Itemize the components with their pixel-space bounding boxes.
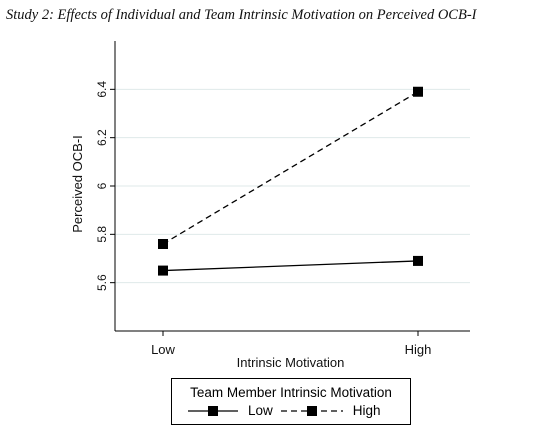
- legend-entries: Low High: [186, 403, 381, 418]
- legend-entry-low: Low: [186, 403, 273, 418]
- series-line-low: [162, 260, 419, 272]
- legend-sample-solid-square: [188, 405, 238, 416]
- x-tick-label: High: [405, 342, 432, 357]
- y-axis-label: Perceived OCB-I: [70, 135, 85, 233]
- legend-entry-high: High: [279, 403, 381, 418]
- chart-legend: Team Member Intrinsic Motivation Low Hig…: [171, 378, 411, 425]
- data-point-high-low: [158, 239, 168, 249]
- y-tick-label: 5.8: [95, 226, 109, 243]
- y-tick-label: 6.2: [95, 129, 109, 146]
- legend-label-low: Low: [248, 403, 273, 418]
- y-tick-label: 6: [95, 182, 109, 189]
- data-point-low-low: [158, 265, 168, 276]
- x-tick-label: Low: [151, 342, 175, 357]
- data-point-high-high: [413, 86, 423, 97]
- legend-label-high: High: [352, 403, 381, 418]
- legend-title: Team Member Intrinsic Motivation: [190, 385, 392, 400]
- line-chart: 5.6 5.8 6 6.2 6.4 Perceived OCB-I Low High Intri…: [70, 41, 470, 370]
- data-point-low-high: [413, 255, 423, 266]
- x-axis-label: Intrinsic Motivation: [237, 355, 345, 370]
- figure-title: Study 2: Effects of Individual and Team …: [6, 7, 477, 23]
- y-tick-label: 6.4: [95, 81, 109, 98]
- legend-sample-dashed-square: [280, 405, 343, 416]
- y-tick-label: 5.6: [95, 274, 109, 291]
